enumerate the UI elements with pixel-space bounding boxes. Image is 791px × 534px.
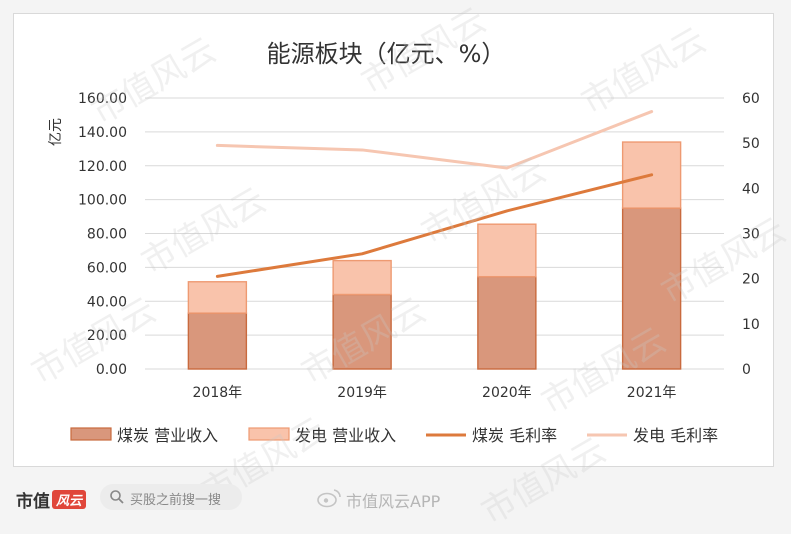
footer-bar: 市值 风云 买股之前搜一搜 市值风云APP	[0, 478, 791, 518]
bar-power-revenue	[477, 223, 537, 278]
bar-power-revenue	[187, 281, 248, 314]
x-tick-label: 2019年	[337, 385, 387, 401]
weibo-account-label: 市值风云APP	[346, 492, 441, 511]
brand-mark: 风云	[52, 490, 87, 509]
line-power-margin	[215, 110, 654, 170]
left-y-ticks: 0.00 20.00 40.00 60.00 80.00 100.00 120.00 140.…	[78, 91, 127, 378]
y-axis-label: 亿元	[48, 118, 64, 146]
left-tick-label: 140.00	[78, 125, 127, 141]
search-placeholder: 买股之前搜一搜	[130, 493, 222, 508]
lines	[215, 110, 654, 278]
brand-logo: 市值 风云	[16, 487, 87, 512]
bar-coal-revenue	[477, 275, 537, 370]
x-tick-label: 2018年	[193, 385, 243, 401]
legend: 煤炭 营业收入 发电 营业收入 煤炭 毛利率 发电 毛利率	[70, 426, 718, 445]
legend-label-0: 煤炭 营业收入	[117, 426, 218, 445]
line-coal-margin	[215, 173, 654, 278]
right-tick-label: 40	[742, 181, 760, 197]
bar-coal-revenue	[187, 312, 248, 370]
search-input[interactable]: 买股之前搜一搜	[100, 484, 242, 510]
x-axis-ticks: 2018年 2019年 2020年 2021年	[193, 385, 677, 401]
right-tick-label: 20	[742, 272, 760, 288]
right-tick-label: 0	[742, 362, 751, 378]
right-tick-label: 60	[742, 91, 760, 107]
bar-coal-revenue	[332, 293, 392, 370]
legend-label-3: 发电 毛利率	[633, 426, 718, 445]
bar-coal-revenue	[621, 207, 682, 370]
left-tick-label: 80.00	[87, 227, 127, 243]
left-tick-label: 120.00	[78, 159, 127, 175]
bar-power-revenue	[332, 259, 392, 296]
right-tick-label: 10	[742, 317, 760, 333]
weibo-icon	[317, 489, 341, 508]
x-tick-label: 2020年	[482, 385, 532, 401]
left-tick-label: 160.00	[78, 91, 127, 107]
legend-swatch-0	[70, 427, 112, 441]
chart-title: 能源板块（亿元、%）	[267, 40, 506, 68]
left-tick-label: 100.00	[78, 193, 127, 209]
right-tick-label: 50	[742, 136, 760, 152]
legend-swatch-1	[248, 427, 290, 441]
right-y-ticks: 0 10 20 30 40 50 60	[742, 91, 760, 378]
left-tick-label: 60.00	[87, 260, 127, 276]
legend-label-2: 煤炭 毛利率	[472, 426, 557, 445]
search-icon	[110, 490, 124, 504]
left-tick-label: 0.00	[96, 362, 127, 378]
chart-card: 能源板块（亿元、%） 亿元 0.00 20.00 40.00 60.00 80.00 10…	[13, 0, 791, 533]
left-tick-label: 20.00	[87, 328, 127, 344]
x-tick-label: 2021年	[627, 385, 677, 401]
left-tick-label: 40.00	[87, 294, 127, 310]
energy-chart: 能源板块（亿元、%） 亿元 0.00 20.00 40.00 60.00 80.00 10…	[48, 40, 760, 445]
right-tick-label: 30	[742, 227, 760, 243]
brand-text: 市值	[16, 492, 50, 512]
legend-label-1: 发电 营业收入	[295, 426, 396, 445]
